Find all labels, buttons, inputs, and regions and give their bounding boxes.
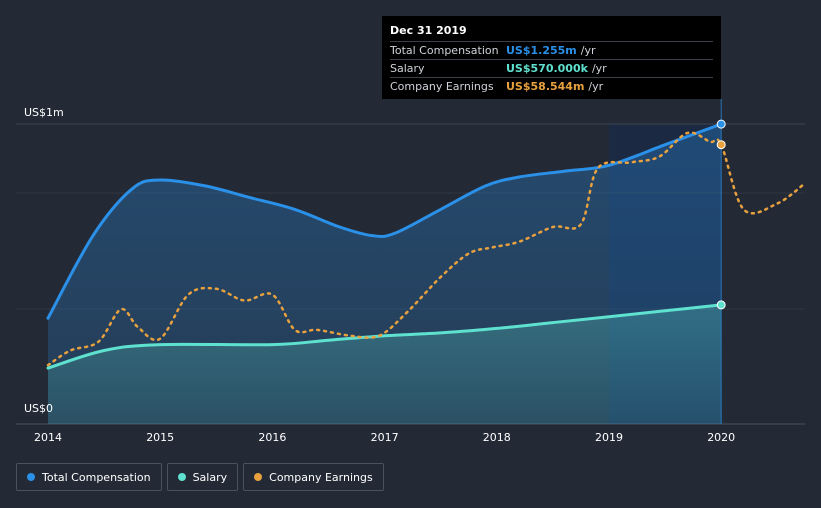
legend-label: Company Earnings: [269, 470, 373, 484]
tooltip-date: Dec 31 2019: [390, 24, 467, 37]
x-tick-label: 2016: [258, 431, 286, 444]
legend-dot-icon: [177, 473, 186, 481]
tooltip-value: US$1.255m: [506, 44, 577, 57]
tooltip-label: Salary: [390, 62, 425, 75]
legend-label: Salary: [192, 470, 228, 484]
x-tick-label: 2018: [483, 431, 511, 444]
x-tick-label: 2017: [371, 431, 399, 444]
tooltip-row-company-earnings: Company Earnings US$58.544m /yr: [390, 77, 713, 95]
series-line-company-earnings: [46, 131, 807, 367]
x-tick-label: 2020: [707, 431, 735, 444]
point-marker-total-compensation: [716, 119, 726, 129]
series-line-total-compensation: [46, 122, 723, 320]
tooltip-unit: /yr: [588, 80, 604, 93]
x-tick-label: 2019: [595, 431, 623, 444]
tooltip-label: Company Earnings: [390, 80, 494, 93]
legend-dot-icon: [27, 473, 35, 481]
legend-dot-icon: [254, 473, 263, 481]
point-marker-company-earnings: [716, 140, 726, 150]
legend-item-salary[interactable]: Salary: [166, 463, 239, 491]
y-tick-label: US$0: [24, 402, 53, 415]
tooltip-row-salary: Salary US$570.000k /yr: [390, 59, 713, 77]
legend-item-company-earnings[interactable]: Company Earnings: [243, 463, 384, 491]
chart-legend: Total Compensation Salary Company Earnin…: [16, 463, 384, 491]
chart-tooltip: Dec 31 2019 Total Compensation US$1.255m…: [382, 16, 721, 99]
x-tick-label: 2015: [146, 431, 174, 444]
legend-label: Total Compensation: [42, 470, 151, 484]
series-line-salary: [46, 303, 723, 370]
y-tick-label: US$1m: [24, 106, 64, 119]
tooltip-value: US$570.000k: [506, 62, 588, 75]
tooltip-unit: /yr: [591, 62, 607, 75]
tooltip-value: US$58.544m: [506, 80, 585, 93]
legend-item-total-compensation[interactable]: Total Compensation: [16, 463, 162, 491]
x-tick-label: 2014: [34, 431, 62, 444]
series-area-salary: [48, 304, 722, 424]
tooltip-label: Total Compensation: [390, 44, 499, 57]
point-marker-salary: [716, 300, 726, 310]
tooltip-row-total-compensation: Total Compensation US$1.255m /yr: [390, 41, 713, 59]
tooltip-unit: /yr: [580, 44, 596, 57]
